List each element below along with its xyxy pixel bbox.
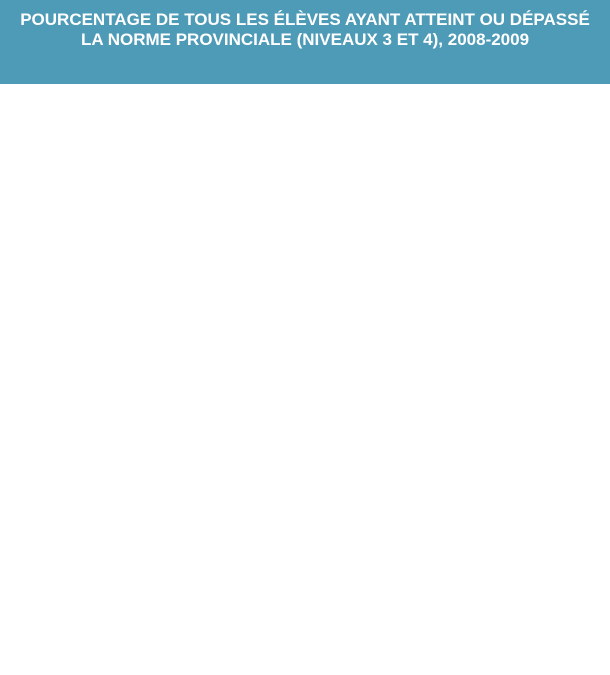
- section-frame: [4, 85, 610, 384]
- bar: [275, 215, 332, 339]
- x-tick-label-text: Conseil scolaire: [286, 344, 321, 366]
- bar: [470, 232, 527, 339]
- bar: [415, 259, 472, 339]
- bar: [81, 232, 138, 339]
- value-label: 77: [154, 492, 174, 512]
- x-tick-label: Province: [534, 350, 573, 361]
- x-tick-label-text: Province: [145, 350, 184, 361]
- section-title: 3ᵉ année: [271, 96, 339, 115]
- x-tick-label-text: Conseil scolaire: [286, 644, 321, 666]
- x-tick-label-text: Province: [534, 650, 573, 661]
- chart-title: Mathématiques: [444, 430, 553, 447]
- x-tick-label: École: [41, 350, 67, 361]
- plot-frame: [26, 157, 193, 339]
- bar: [136, 515, 193, 639]
- x-tick-label-text: Province: [145, 650, 184, 661]
- x-tick-label: Conseil scolaire: [286, 344, 321, 366]
- value-label: 76: [348, 193, 368, 213]
- plot-frame: [26, 457, 193, 639]
- bar: [415, 508, 472, 639]
- x-tick-label-text: École: [235, 350, 261, 361]
- x-tick-label: Conseil scolaire: [481, 344, 516, 366]
- value-label: 66: [99, 209, 119, 229]
- value-label: 80: [488, 487, 508, 507]
- value-label: 46: [44, 241, 64, 261]
- plot-frame: [220, 457, 387, 639]
- x-tick-label-text: Conseil scolaire: [481, 644, 516, 666]
- section-frame: [4, 386, 610, 675]
- value-label: 49: [433, 236, 453, 256]
- value-label: 60: [238, 219, 258, 239]
- value-label: 66: [154, 209, 174, 229]
- plot-frame: [415, 457, 582, 639]
- chart-title: Lecture: [83, 130, 137, 147]
- x-tick-label-text: Province: [339, 350, 378, 361]
- chart-title: Lecture: [83, 430, 137, 447]
- value-label: 81: [293, 485, 313, 505]
- bar: [136, 232, 193, 339]
- plot-frame: [415, 157, 582, 339]
- bar: [525, 232, 582, 339]
- value-label: 81: [433, 485, 453, 505]
- section-title: 6ᵉ année: [271, 396, 339, 415]
- chart-title: Mathématiques: [444, 130, 553, 147]
- x-tick-label-text: École: [430, 350, 456, 361]
- x-tick-label: École: [41, 650, 67, 661]
- x-tick-label: École: [235, 350, 261, 361]
- x-tick-label-text: Conseil scolaire: [481, 344, 516, 366]
- value-label: 66: [488, 209, 508, 229]
- bar: [330, 216, 387, 339]
- x-tick-label: Province: [145, 650, 184, 661]
- value-label: 79: [348, 488, 368, 508]
- x-tick-label: Conseil scolaire: [481, 644, 516, 666]
- x-tick-label: Conseil scolaire: [92, 644, 127, 666]
- bar: [220, 515, 277, 639]
- bar: [220, 242, 277, 339]
- x-tick-label: École: [235, 650, 261, 661]
- bar: [330, 511, 387, 639]
- x-tick-label-text: École: [235, 650, 261, 661]
- header-title: POURCENTAGE DE TOUS LES ÉLÈVES AYANT ATT…: [0, 0, 610, 84]
- x-tick-label-text: École: [41, 650, 67, 661]
- chart-title: Écriture: [276, 130, 333, 147]
- value-label: 80: [99, 487, 119, 507]
- bar: [275, 508, 332, 639]
- x-tick-label: Conseil scolaire: [92, 344, 127, 366]
- x-tick-label: Province: [339, 350, 378, 361]
- bar: [26, 519, 83, 639]
- x-tick-label: Province: [145, 350, 184, 361]
- bar: [81, 510, 138, 639]
- x-tick-label-text: Province: [534, 350, 573, 361]
- bar: [470, 510, 527, 639]
- x-tick-label: Province: [534, 650, 573, 661]
- value-label: 77: [238, 492, 258, 512]
- bar: [26, 264, 83, 339]
- x-tick-label: Province: [339, 650, 378, 661]
- plot-frame: [220, 157, 387, 339]
- value-label: 66: [543, 209, 563, 229]
- x-tick-label-text: Conseil scolaire: [92, 344, 127, 366]
- x-tick-label: École: [430, 650, 456, 661]
- x-tick-label-text: Conseil scolaire: [92, 644, 127, 666]
- x-tick-label: Conseil scolaire: [286, 644, 321, 666]
- x-tick-label-text: Province: [339, 650, 378, 661]
- value-label: 80: [543, 487, 563, 507]
- x-tick-label-text: École: [430, 650, 456, 661]
- value-label: 74: [44, 496, 64, 516]
- chart-title: Écriture: [276, 430, 333, 447]
- x-tick-label: École: [430, 350, 456, 361]
- bar: [525, 510, 582, 639]
- x-tick-label-text: École: [41, 350, 67, 361]
- value-label: 77: [293, 192, 313, 212]
